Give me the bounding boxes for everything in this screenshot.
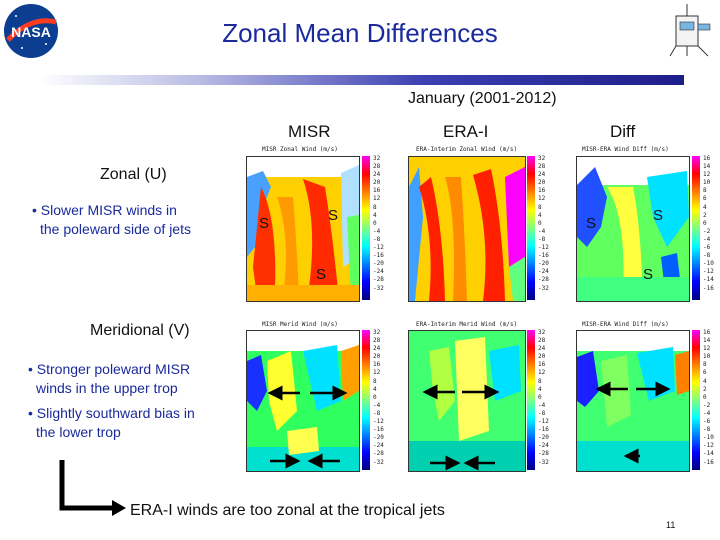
title-divider xyxy=(38,75,684,85)
page-number: 11 xyxy=(666,520,676,530)
plot-title-era-meridional: ERA-Interim Merid Wind (m/s) xyxy=(416,321,518,328)
colorbar-diff-meridional xyxy=(692,330,700,470)
plot-title-diff-zonal: MISR-ERA Wind Diff (m/s) xyxy=(582,146,669,153)
subtropical-jet-marker: S xyxy=(259,215,270,232)
column-heading-diff: Diff xyxy=(610,122,636,141)
colorbar-era-zonal xyxy=(527,156,535,300)
diff-zonal-wind-plot xyxy=(576,156,690,302)
bullet-meridional-1: • Stronger poleward MISR xyxy=(28,361,191,377)
era-meridional-wind-plot xyxy=(408,330,526,472)
subtitle: January (2001-2012) xyxy=(408,90,557,107)
colorbar-labels-diff-zonal: 16 14 12 10 8 6 4 2 0 -2 -4 -6 -8 -10 -12 -14 -16 xyxy=(703,155,714,292)
colorbar-era-meridional xyxy=(527,330,535,470)
colorbar-misr-zonal xyxy=(362,156,370,300)
subtropical-jet-marker: S xyxy=(316,266,327,283)
footer-note: ERA-I winds are too zonal at the tropica… xyxy=(130,502,445,519)
misr-meridional-wind-plot xyxy=(246,330,360,472)
plot-title-misr-zonal: MISR Zonal Wind (m/s) xyxy=(262,146,338,153)
subtropical-jet-marker: S xyxy=(586,215,597,232)
svg-text:NASA: NASA xyxy=(11,24,51,40)
colorbar-labels-era-meridional: 32 28 24 20 16 12 8 4 0 -4 -8 -12 -16 -20 -24 -28 -32 xyxy=(538,329,549,466)
row-heading-zonal: Zonal (U) xyxy=(100,166,167,183)
column-heading-era: ERA-I xyxy=(443,122,489,141)
row-heading-meridional: Meridional (V) xyxy=(90,322,190,339)
plot-title-era-zonal: ERA-Interim Zonal Wind (m/s) xyxy=(416,146,518,153)
era-zonal-wind-plot xyxy=(408,156,526,302)
colorbar-misr-meridional xyxy=(362,330,370,470)
colorbar-labels-misr-zonal: 32 28 24 20 16 12 8 4 0 -4 -8 -12 -16 -20 -24 -28 -32 xyxy=(373,155,384,292)
bullet-meridional-4: the lower trop xyxy=(36,424,121,440)
colorbar-labels-era-zonal: 32 28 24 20 16 12 8 4 0 -4 -8 -12 -16 -20 -24 -28 -32 xyxy=(538,155,549,292)
bullet-meridional-3: • Slightly southward bias in xyxy=(28,405,195,421)
misr-zonal-wind-plot xyxy=(246,156,360,302)
misr-logo xyxy=(669,4,711,57)
colorbar-diff-zonal xyxy=(692,156,700,300)
bullet-zonal-2: the poleward side of jets xyxy=(40,221,191,237)
bent-arrow-icon xyxy=(59,460,126,516)
bullet-meridional-2: winds in the upper trop xyxy=(36,380,178,396)
bullet-zonal-1: • Slower MISR winds in xyxy=(32,202,177,218)
subtropical-jet-marker: S xyxy=(653,207,664,224)
colorbar-labels-diff-meridional: 16 14 12 10 8 6 4 2 0 -2 -4 -6 -8 -10 -12 -14 -16 xyxy=(703,329,714,466)
colorbar-labels-misr-meridional: 32 28 24 20 16 12 8 4 0 -4 -8 -12 -16 -20 -24 -28 -32 xyxy=(373,329,384,466)
plot-title-diff-meridional: MISR-ERA Wind Diff (m/s) xyxy=(582,321,669,328)
page-title: Zonal Mean Differences xyxy=(222,18,498,48)
column-heading-misr: MISR xyxy=(288,122,331,141)
subtropical-jet-marker: S xyxy=(328,207,339,224)
subtropical-jet-marker: S xyxy=(643,266,654,283)
diff-meridional-wind-plot xyxy=(576,330,690,472)
nasa-logo: NASA xyxy=(4,4,58,58)
plot-title-misr-meridional: MISR Merid Wind (m/s) xyxy=(262,321,338,328)
